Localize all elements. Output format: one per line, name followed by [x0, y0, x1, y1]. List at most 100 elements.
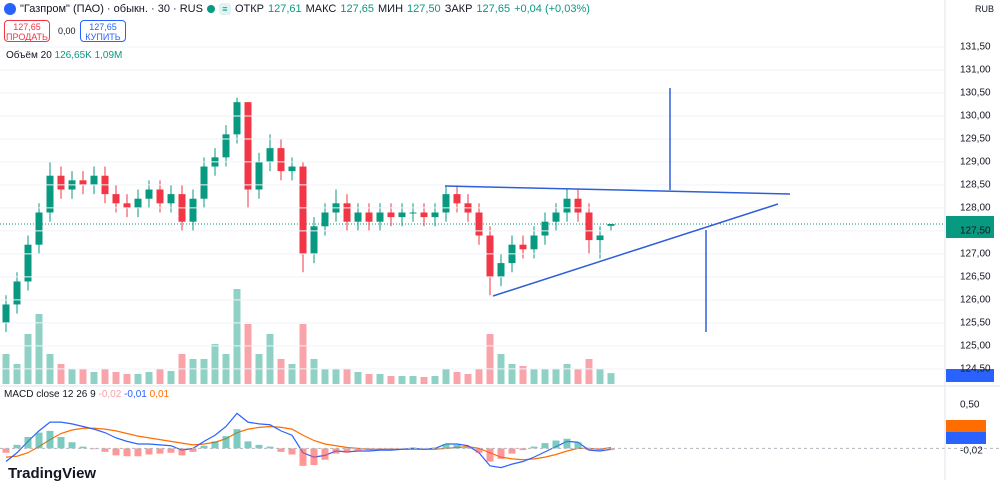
macd-histogram-bar [266, 446, 274, 449]
macd-histogram-bar [442, 444, 450, 449]
macd-histogram-bar [2, 448, 10, 453]
volume-bar [134, 374, 142, 384]
macd-histogram-bar [178, 448, 186, 456]
macd-name: MACD close 12 26 9 [4, 389, 96, 400]
macd-histogram-bar [365, 448, 373, 451]
volume-bar [35, 314, 43, 384]
macd-histogram-bar [332, 448, 340, 454]
y-tick-label: 131,00 [960, 65, 991, 76]
macd-histogram-bar [519, 448, 527, 451]
open-value: 127,61 [267, 3, 302, 15]
macd-histogram-bar [574, 442, 582, 449]
y-tick-label: 128,50 [960, 180, 991, 191]
macd-histogram-bar [541, 443, 549, 449]
volume-last: 1,09M [94, 50, 123, 61]
sell-price: 127,65 [13, 22, 41, 32]
y-tick-label: 126,00 [960, 295, 991, 306]
volume-bar [398, 376, 406, 384]
y-tick-label: 127,00 [960, 249, 991, 260]
volume-bar [552, 369, 560, 384]
macd-histogram-bar [79, 446, 87, 449]
volume-badge [946, 369, 994, 382]
macd-histogram-bar [321, 448, 329, 460]
volume-bar [431, 376, 439, 384]
macd-histogram-bar [101, 448, 109, 452]
sell-button[interactable]: 127,65 ПРОДАТЬ [4, 20, 50, 42]
volume-bar [90, 372, 98, 384]
close-label: ЗАКР [444, 3, 473, 15]
y-tick-label: 128,00 [960, 203, 991, 214]
volume-bar [519, 366, 527, 384]
volume-bar [167, 371, 175, 384]
status-dot [206, 5, 215, 13]
logo[interactable]: TradingView [8, 465, 97, 482]
volume-bar [387, 376, 395, 384]
volume-bar [277, 359, 285, 384]
volume-bar [68, 369, 76, 384]
macd-histogram-bar [112, 448, 120, 456]
volume-bar [145, 372, 153, 384]
volume-bar [365, 374, 373, 384]
volume-bar [244, 324, 252, 384]
volume-bar [464, 374, 472, 384]
trend-line [492, 203, 779, 297]
macd-histogram-bar [255, 444, 263, 449]
macd-histogram-bar [563, 438, 571, 449]
volume-bar [310, 359, 318, 384]
macd-histogram-bar [68, 442, 76, 449]
macd-histogram-bar [475, 448, 483, 453]
macd-histogram-bar [233, 429, 241, 449]
volume-bar [200, 359, 208, 384]
macd-histogram-bar [57, 437, 65, 449]
macd-histogram-bar [90, 448, 98, 450]
volume-bar [376, 374, 384, 384]
macd-histogram-bar [156, 448, 164, 454]
change: +0,04 (+0,03%) [514, 3, 590, 15]
volume-bar [596, 369, 604, 384]
volume-bar [409, 376, 417, 384]
volume-bar [266, 334, 274, 384]
y-tick-label: 125,00 [960, 340, 991, 351]
volume-bar [123, 374, 131, 384]
volume-bar [332, 369, 340, 384]
macd-histogram-bar [453, 444, 461, 449]
macd-histogram-bar [288, 448, 296, 455]
volume-bar [563, 364, 571, 384]
macd-histogram-bar [497, 448, 505, 459]
volume-bar [57, 364, 65, 384]
y-tick-label: 130,50 [960, 88, 991, 99]
volume-bar [574, 369, 582, 384]
y-tick-label: 129,50 [960, 134, 991, 145]
volume-bar [607, 373, 615, 384]
price-badge [946, 216, 994, 238]
y-tick-label: 0,50 [960, 399, 980, 410]
macd-histogram-bar [167, 448, 175, 453]
macd-histogram-bar [486, 448, 494, 462]
volume-bar [541, 369, 549, 384]
currency[interactable]: RUB [974, 4, 994, 14]
volume-bar [156, 369, 164, 384]
macd-histogram-bar [607, 448, 615, 451]
volume-bar [79, 369, 87, 384]
volume-bar [189, 359, 197, 384]
symbol[interactable]: "Газпром" (ПАО) · обыкн. · 30 · RUS [20, 3, 203, 15]
volume-bar [211, 344, 219, 384]
buy-button[interactable]: 127,65 КУПИТЬ [80, 20, 126, 42]
macd-histogram-bar [299, 448, 307, 466]
macd-legend: MACD close 12 26 9 -0,02 -0,01 0,01 [4, 389, 169, 400]
macd-histogram-bar [409, 447, 417, 449]
volume-bar [233, 289, 241, 384]
sell-label: ПРОДАТЬ [6, 32, 48, 42]
macd-histogram-bar [200, 445, 208, 449]
buy-price: 127,65 [89, 22, 117, 32]
header: "Газпром" (ПАО) · обыкн. · 30 · RUS ≡ ОТ… [4, 3, 590, 15]
close-value: 127,65 [476, 3, 511, 15]
volume-bar [321, 369, 329, 384]
volume-bar [354, 372, 362, 384]
macd-histogram-bar [508, 448, 516, 454]
macd-value: -0,01 [124, 389, 147, 400]
macd-histogram-bar [530, 446, 538, 449]
